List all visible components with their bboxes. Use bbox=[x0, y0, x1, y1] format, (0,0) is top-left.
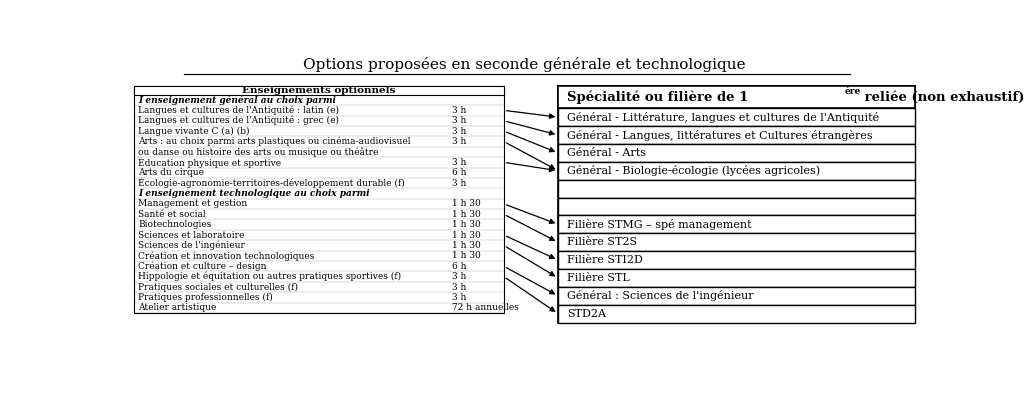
Text: 1 h 30: 1 h 30 bbox=[452, 251, 480, 260]
Text: ère: ère bbox=[845, 87, 861, 96]
Bar bbox=[558, 287, 915, 305]
Bar bbox=[558, 180, 915, 197]
Text: I enseignement général au choix parmi: I enseignement général au choix parmi bbox=[138, 95, 336, 105]
Bar bbox=[558, 197, 915, 215]
Bar bbox=[558, 144, 915, 162]
Bar bbox=[558, 305, 915, 323]
Text: Langues et cultures de l'Antiquité : latin (e): Langues et cultures de l'Antiquité : lat… bbox=[138, 106, 339, 115]
Bar bbox=[134, 86, 504, 95]
Text: 6 h: 6 h bbox=[452, 168, 467, 177]
Bar bbox=[558, 251, 915, 269]
Bar bbox=[558, 108, 915, 126]
Text: Général - Langues, littératures et Cultures étrangères: Général - Langues, littératures et Cultu… bbox=[567, 130, 873, 140]
Text: 3 h: 3 h bbox=[452, 126, 466, 135]
Text: 3 h: 3 h bbox=[452, 272, 466, 281]
Text: Arts du cirque: Arts du cirque bbox=[138, 168, 204, 177]
Text: Atelier artistique: Atelier artistique bbox=[138, 304, 216, 313]
Text: 1 h 30: 1 h 30 bbox=[452, 241, 480, 250]
Text: 1 h 30: 1 h 30 bbox=[452, 231, 480, 239]
Text: 72 h annuelles: 72 h annuelles bbox=[452, 304, 519, 313]
Text: 3 h: 3 h bbox=[452, 116, 466, 125]
Text: Filière STMG – spé management: Filière STMG – spé management bbox=[567, 219, 752, 230]
Text: 1 h 30: 1 h 30 bbox=[452, 210, 480, 219]
Text: Biotechnologies: Biotechnologies bbox=[138, 220, 211, 229]
Text: Spécialité ou filière de 1: Spécialité ou filière de 1 bbox=[567, 90, 749, 104]
Text: Enseignements optionnels: Enseignements optionnels bbox=[243, 86, 395, 95]
Text: Arts : au choix parmi arts plastiques ou cinéma-audiovisuel: Arts : au choix parmi arts plastiques ou… bbox=[138, 137, 411, 146]
Text: 3 h: 3 h bbox=[452, 179, 466, 188]
Text: Général - Littérature, langues et cultures de l'Antiquité: Général - Littérature, langues et cultur… bbox=[567, 112, 880, 123]
Text: Options proposées en seconde générale et technologique: Options proposées en seconde générale et… bbox=[303, 58, 746, 73]
Text: 3 h: 3 h bbox=[452, 293, 466, 302]
Text: Création et culture – design: Création et culture – design bbox=[138, 262, 266, 271]
Bar bbox=[558, 215, 915, 233]
Text: reliée (non exhaustif): reliée (non exhaustif) bbox=[860, 91, 1024, 104]
Text: Écologie-agronomie-territoires-développement durable (f): Écologie-agronomie-territoires-développe… bbox=[138, 178, 404, 188]
Text: 3 h: 3 h bbox=[452, 137, 466, 146]
Text: STD2A: STD2A bbox=[567, 309, 606, 319]
Text: 1 h 30: 1 h 30 bbox=[452, 220, 480, 229]
Text: 3 h: 3 h bbox=[452, 158, 466, 167]
Text: Management et gestion: Management et gestion bbox=[138, 200, 248, 208]
Text: 3 h: 3 h bbox=[452, 106, 466, 115]
Bar bbox=[558, 269, 915, 287]
Text: 6 h: 6 h bbox=[452, 262, 467, 271]
Bar bbox=[134, 86, 504, 313]
Text: ou danse ou histoire des arts ou musique ou théâtre: ou danse ou histoire des arts ou musique… bbox=[138, 147, 379, 157]
Text: Langues et cultures de l'Antiquité : grec (e): Langues et cultures de l'Antiquité : gre… bbox=[138, 116, 339, 126]
Text: Sciences de l'ingénieur: Sciences de l'ingénieur bbox=[138, 241, 245, 250]
Text: Éducation physique et sportive: Éducation physique et sportive bbox=[138, 157, 282, 168]
Text: Pratiques sociales et culturelles (f): Pratiques sociales et culturelles (f) bbox=[138, 282, 298, 292]
Text: I enseignement technologique au choix parmi: I enseignement technologique au choix pa… bbox=[138, 189, 370, 198]
Text: Hippologie et équitation ou autres pratiques sportives (f): Hippologie et équitation ou autres prati… bbox=[138, 272, 401, 282]
Text: Filière ST2S: Filière ST2S bbox=[567, 237, 638, 247]
Bar bbox=[558, 86, 915, 323]
Text: 1 h 30: 1 h 30 bbox=[452, 200, 480, 208]
Bar bbox=[558, 162, 915, 180]
Text: Pratiques professionnelles (f): Pratiques professionnelles (f) bbox=[138, 293, 272, 302]
Bar bbox=[558, 233, 915, 251]
Text: Général - Biologie-écologie (lycées agricoles): Général - Biologie-écologie (lycées agri… bbox=[567, 165, 820, 176]
Bar bbox=[558, 86, 915, 108]
Text: Sciences et laboratoire: Sciences et laboratoire bbox=[138, 231, 245, 239]
Text: Santé et social: Santé et social bbox=[138, 210, 206, 219]
Text: Langue vivante C (a) (b): Langue vivante C (a) (b) bbox=[138, 126, 250, 136]
Text: Filière STI2D: Filière STI2D bbox=[567, 255, 643, 265]
Bar bbox=[558, 126, 915, 144]
Text: Filière STL: Filière STL bbox=[567, 273, 630, 283]
Text: Création et innovation technologiques: Création et innovation technologiques bbox=[138, 251, 314, 261]
Text: Général - Arts: Général - Arts bbox=[567, 148, 646, 158]
Text: Général : Sciences de l'ingénieur: Général : Sciences de l'ingénieur bbox=[567, 290, 754, 302]
Text: 3 h: 3 h bbox=[452, 283, 466, 292]
